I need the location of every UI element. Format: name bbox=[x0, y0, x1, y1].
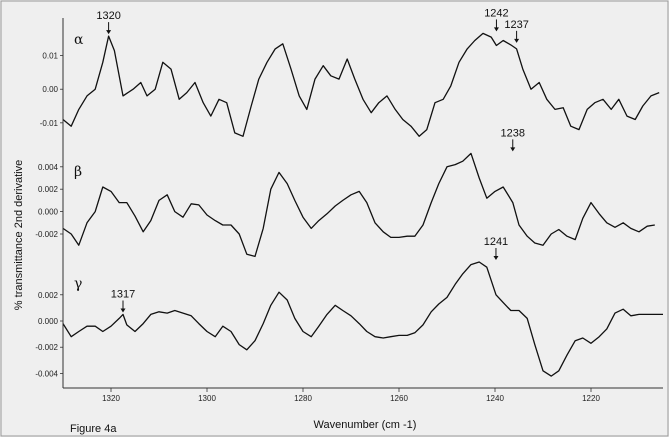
y-tick-label: -0.002 bbox=[35, 230, 58, 239]
x-tick-label: 1220 bbox=[582, 394, 600, 403]
x-tick-label: 1320 bbox=[102, 394, 120, 403]
x-tick-label: 1280 bbox=[294, 394, 312, 403]
x-tick-label: 1300 bbox=[198, 394, 216, 403]
y-axis-title: % transmittance 2nd derivative bbox=[13, 160, 25, 310]
y-tick-label: 0.000 bbox=[38, 208, 59, 217]
x-axis-title: Wavenumber (cm -1) bbox=[314, 419, 417, 431]
x-tick-label: 1240 bbox=[486, 394, 504, 403]
peak-arrow-head bbox=[120, 308, 126, 313]
peak-label: 1317 bbox=[111, 288, 135, 300]
peak-arrow-head bbox=[514, 38, 520, 43]
y-tick-label: -0.004 bbox=[35, 369, 58, 378]
peak-arrow-head bbox=[493, 27, 499, 32]
peak-label: 1241 bbox=[484, 236, 508, 248]
y-tick-label: -0.002 bbox=[35, 343, 58, 352]
y-tick-label: -0.01 bbox=[40, 119, 59, 128]
figure-label: Figure 4a bbox=[70, 423, 117, 435]
peak-label: 1242 bbox=[484, 7, 508, 19]
peak-arrow-head bbox=[510, 147, 516, 152]
series-line-2 bbox=[62, 152, 655, 258]
peak-label: 1237 bbox=[504, 19, 528, 31]
x-axis: 1320 1300 1280 1260 1240 1220 bbox=[63, 387, 663, 403]
y-tick-label: 0.002 bbox=[38, 185, 59, 194]
y-tick-label: 0.000 bbox=[38, 317, 59, 326]
y-tick-label: 0.01 bbox=[42, 52, 58, 61]
y-tick-label: 0.00 bbox=[42, 85, 58, 94]
panel-label: α bbox=[74, 32, 84, 48]
panel-label: γ bbox=[74, 276, 82, 292]
peak-arrow-head bbox=[493, 256, 499, 260]
panel-3: 0.002 0.000 -0.002 -0.004 γ 1317 1241 bbox=[35, 236, 663, 378]
x-tick-label: 1260 bbox=[390, 394, 408, 403]
peak-label: 1320 bbox=[96, 10, 120, 22]
peak-arrow-head bbox=[106, 30, 112, 35]
peak-label: 1238 bbox=[501, 127, 525, 139]
y-tick-label: 0.002 bbox=[38, 291, 59, 300]
series-line-1 bbox=[62, 32, 660, 137]
panel-label: β bbox=[74, 164, 82, 180]
y-tick-label: 0.004 bbox=[38, 163, 59, 172]
series-line-3 bbox=[62, 261, 663, 377]
